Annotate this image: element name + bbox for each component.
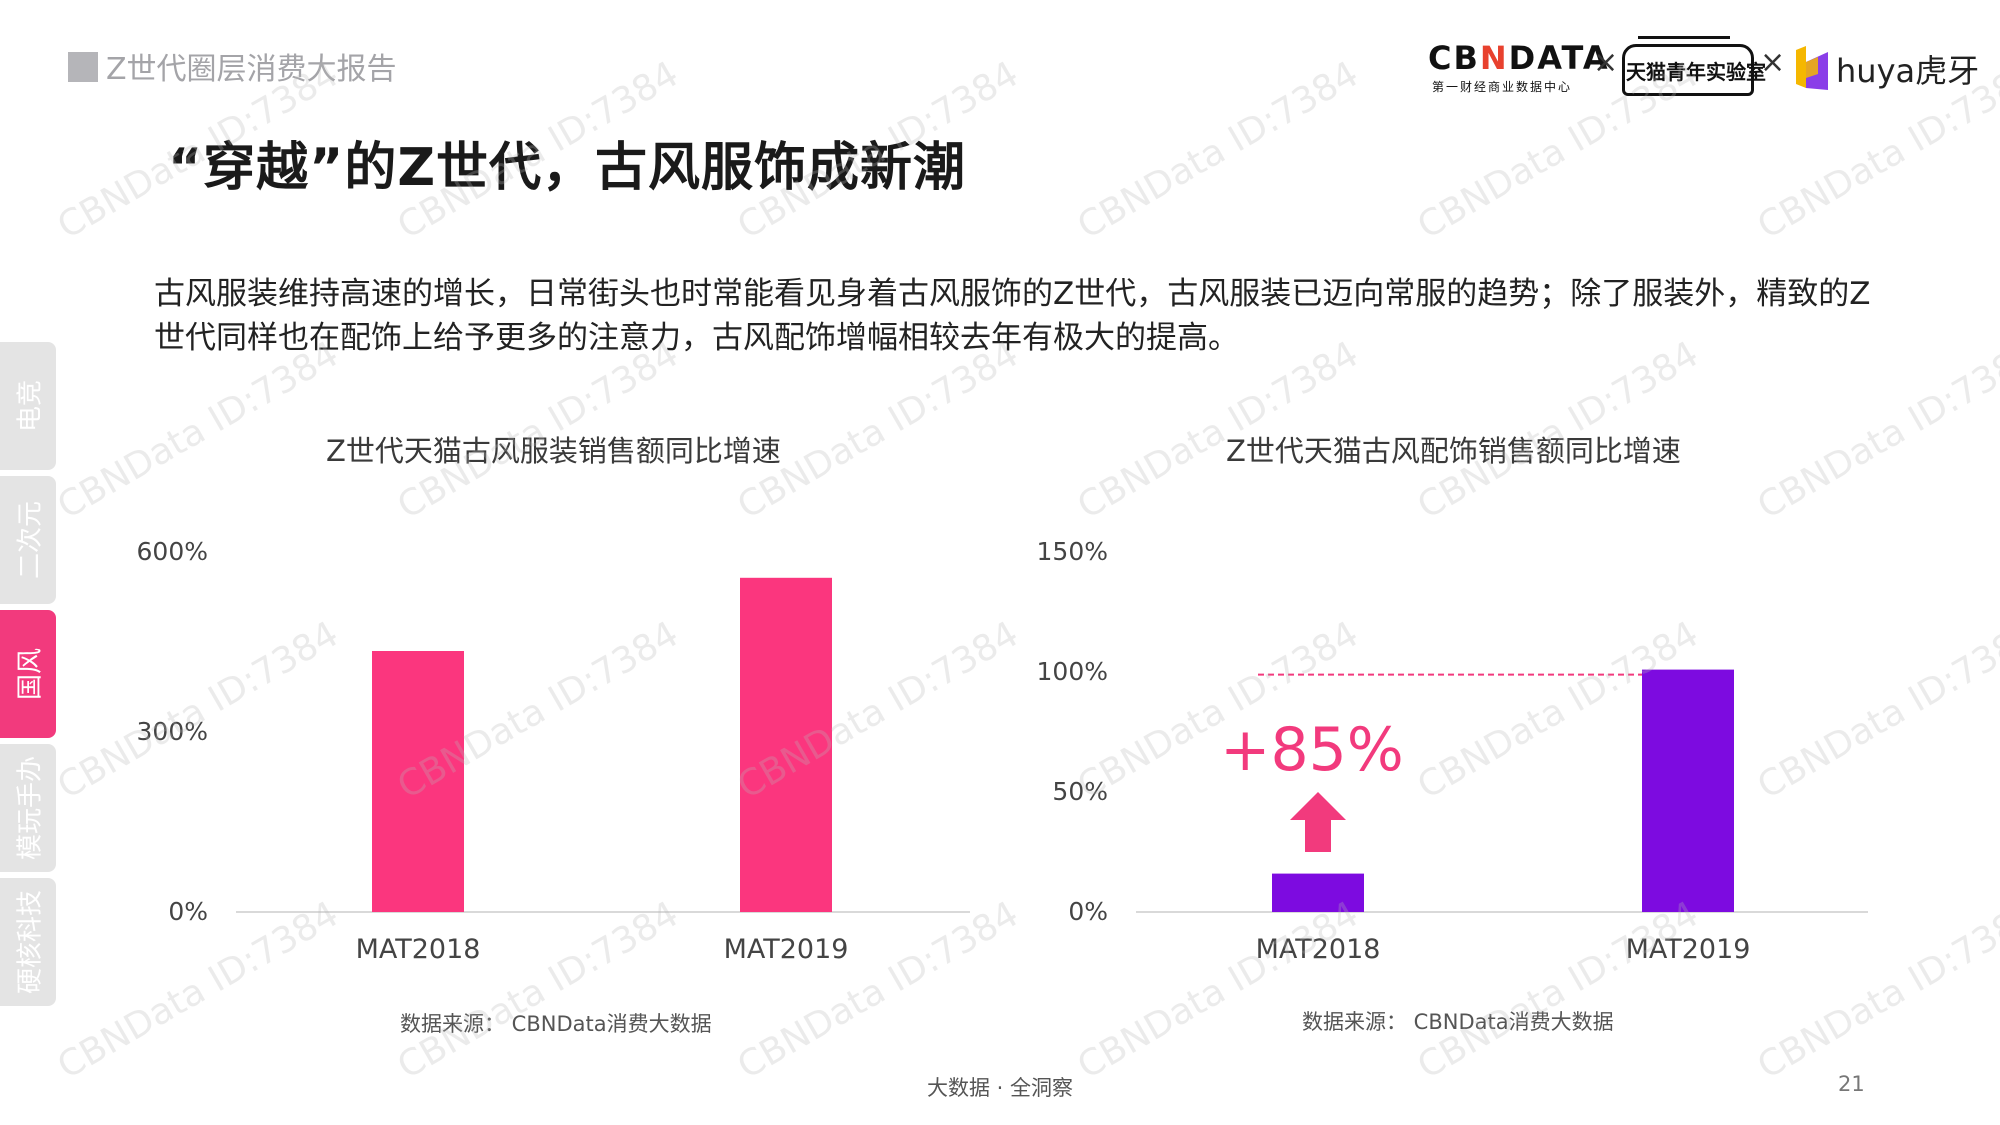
chart-2-source: 数据来源： CBNData消费大数据 xyxy=(1302,1010,1614,1034)
huya-mark-icon xyxy=(1796,46,1828,90)
chart-1-title: Z世代天猫古风服装销售额同比增速 xyxy=(326,434,781,468)
report-title-square xyxy=(68,52,98,82)
page-title: “穿越”的Z世代，古风服饰成新潮 xyxy=(168,138,967,198)
description-text: 古风服装维持高速的增长，日常街头也时常能看见身着古风服饰的Z世代，古风服装已迈向… xyxy=(154,276,1871,356)
chart-2-y-tick: 0% xyxy=(1068,897,1108,926)
chart-2-bar-mat2019 xyxy=(1642,669,1734,912)
chart-1-bar-mat2019 xyxy=(740,577,832,912)
chart-1-x-tick: MAT2019 xyxy=(724,934,849,965)
chart-2-bar-mat2018 xyxy=(1272,873,1364,912)
huya-logo: huya虎牙 xyxy=(1792,44,1979,94)
chart-1-y-tick: 0% xyxy=(168,897,208,926)
cbndata-logo: CBNDATA 第一财经商业数据中心 xyxy=(1428,39,1610,94)
chart-2-growth-annotation: +85% xyxy=(1220,715,1404,785)
chart-1-y-tick: 600% xyxy=(137,537,208,566)
side-tab-esports[interactable]: 电竞 xyxy=(0,342,56,470)
report-title: Z世代圈层消费大报告 xyxy=(106,52,397,87)
side-tab-acg[interactable]: 二次元 xyxy=(0,476,56,604)
chart-2-y-tick: 100% xyxy=(1037,657,1108,686)
chart-2-title: Z世代天猫古风配饰销售额同比增速 xyxy=(1226,434,1681,468)
side-tab-figures[interactable]: 模玩手办 xyxy=(0,744,56,872)
chart-1-source: 数据来源： CBNData消费大数据 xyxy=(400,1012,712,1036)
chart-1-y-tick: 300% xyxy=(137,717,208,746)
side-tab-hardcore-tech[interactable]: 硬核科技 xyxy=(0,878,56,1006)
times-sign: × xyxy=(1593,45,1619,80)
chart-2-y-tick: 50% xyxy=(1052,777,1108,806)
times-sign: × xyxy=(1760,45,1786,80)
chart-2-x-tick: MAT2018 xyxy=(1256,934,1381,965)
chart-2-y-tick: 150% xyxy=(1037,537,1108,566)
side-tab-guofeng[interactable]: 国风 xyxy=(0,610,56,738)
page-number: 21 xyxy=(1838,1072,1865,1096)
tmall-lab-logo: 天猫青年实验室 xyxy=(1622,36,1766,96)
up-arrow-icon xyxy=(1290,792,1346,852)
chart-2-x-tick: MAT2019 xyxy=(1626,934,1751,965)
chart-1-bar-mat2018 xyxy=(372,651,464,912)
footer-tagline: 大数据 · 全洞察 xyxy=(926,1076,1074,1100)
chart-1-x-tick: MAT2018 xyxy=(356,934,481,965)
